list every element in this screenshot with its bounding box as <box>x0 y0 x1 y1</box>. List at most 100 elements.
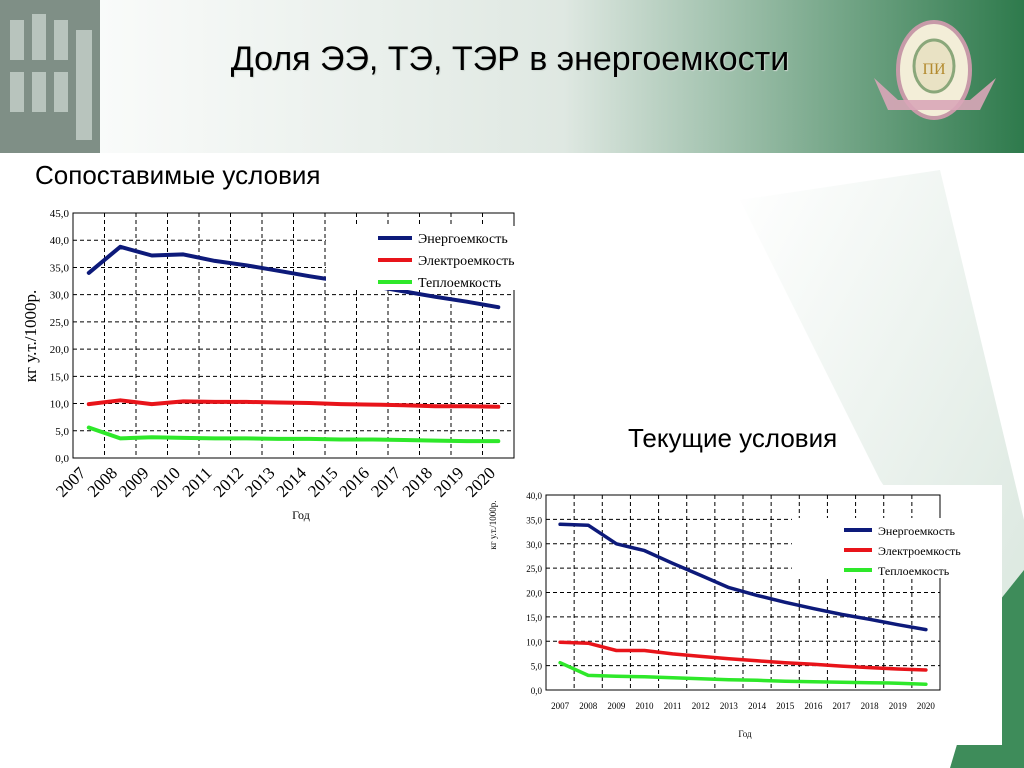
current-data-point <box>643 649 646 652</box>
slide-title: Доля ЭЭ, ТЭ, ТЭР в энергоемкости <box>230 40 790 78</box>
current-data-point <box>559 641 561 644</box>
current-y-tick-label: 5,0 <box>531 662 543 672</box>
comparable-x-tick-label: 2017 <box>367 463 405 501</box>
comparable-data-point <box>402 404 405 406</box>
comparable-data-point <box>182 400 185 403</box>
current-data-point <box>587 642 590 644</box>
comparable-x-tick-label: 2011 <box>179 463 216 500</box>
current-series-line-1 <box>558 640 928 672</box>
chart-comparable: 0,0 5,0 10,0 15,0 20,0 25,0 30,0 35,0 40,0 45,0 20… <box>21 208 522 522</box>
current-data-point <box>925 628 927 631</box>
current-data-point <box>812 663 815 665</box>
chart-current: 0,0 5,0 10,0 15,0 20,0 25,0 30,0 35,0 40,0 2007 20… <box>484 485 1002 745</box>
subtitle-current: Текущие условия <box>628 423 838 453</box>
comparable-data-point <box>213 437 216 440</box>
comparable-data-point <box>402 439 405 441</box>
comparable-data-point <box>182 253 185 256</box>
current-x-axis-label: Год <box>738 729 752 739</box>
comparable-y-tick-label: 35,0 <box>50 262 70 274</box>
comparable-x-tick-label: 2013 <box>241 463 278 500</box>
comparable-data-point <box>308 402 311 404</box>
current-y-tick-label: 30,0 <box>526 540 542 550</box>
comparable-data-point <box>465 405 468 408</box>
comparable-data-point <box>150 254 153 257</box>
current-data-point <box>840 681 843 683</box>
comparable-legend-label: Энергоемкость <box>418 232 508 247</box>
current-data-point <box>784 680 787 683</box>
comparable-data-point <box>434 296 437 298</box>
comparable-data-point <box>276 269 279 272</box>
comparable-legend-label: Теплоемкость <box>418 276 501 291</box>
comparable-x-tick-label: 2014 <box>273 463 311 501</box>
comparable-data-point <box>339 403 342 405</box>
comparable-y-tick-label: 5,0 <box>55 426 69 438</box>
building-photo-detail <box>10 14 92 140</box>
comparable-data-point <box>150 436 153 439</box>
current-legend-box <box>792 518 992 578</box>
current-x-tick-label: 2009 <box>607 701 626 711</box>
svg-text:ПИ: ПИ <box>922 61 946 78</box>
current-legend-label: Электроемкость <box>878 544 961 558</box>
comparable-data-point <box>402 290 405 293</box>
current-y-tick-label: 35,0 <box>526 515 542 525</box>
current-plot-frame <box>545 494 941 691</box>
current-data-point <box>559 523 561 526</box>
comparable-x-tick-label: 2016 <box>336 463 373 500</box>
current-data-point <box>868 618 871 621</box>
current-data-point <box>756 679 758 682</box>
comparable-x-tick-label: 2009 <box>115 463 152 500</box>
current-series-line-0 <box>558 522 928 632</box>
current-y-tick-label: 15,0 <box>526 613 542 623</box>
comparable-legend-box <box>326 226 522 290</box>
current-data-point <box>643 676 646 678</box>
current-series-line-2 <box>558 660 928 686</box>
current-legend-label: Энергоемкость <box>878 524 955 538</box>
comparable-data-point <box>245 264 248 267</box>
current-data-point <box>699 655 702 658</box>
subtitle-comparable: Сопоставимые условия <box>35 160 321 190</box>
comparable-data-point <box>276 438 279 440</box>
current-data-point <box>925 683 927 685</box>
comparable-data-point <box>308 438 311 440</box>
current-data-point <box>896 682 899 684</box>
comparable-data-point <box>465 300 468 303</box>
current-data-point <box>812 680 815 683</box>
current-data-point <box>671 653 674 655</box>
comparable-data-point <box>119 437 122 440</box>
current-data-point <box>615 542 618 545</box>
current-data-point <box>671 562 674 565</box>
comparable-data-point <box>245 437 248 440</box>
current-x-tick-label: 2017 <box>833 701 852 711</box>
current-data-point <box>756 659 758 662</box>
comparable-data-point <box>276 401 279 404</box>
header-band <box>0 0 1024 153</box>
comparable-y-tick-label: 45,0 <box>50 208 70 220</box>
current-data-point <box>756 594 758 597</box>
current-data-point <box>559 661 561 664</box>
current-x-tick-label: 2010 <box>636 701 655 711</box>
current-data-point <box>840 613 843 616</box>
comparable-data-point <box>497 440 500 442</box>
current-data-point <box>896 623 899 626</box>
comparable-data-point <box>308 275 311 277</box>
current-y-tick-label: 40,0 <box>526 491 542 501</box>
current-data-point <box>615 675 618 678</box>
comparable-data-point <box>339 438 342 441</box>
comparable-x-tick-label: 2015 <box>304 463 341 500</box>
comparable-y-axis-label: кг у.т./1000р. <box>21 290 40 382</box>
current-x-tick-label: 2016 <box>804 701 823 711</box>
comparable-series-line-0 <box>86 244 501 310</box>
current-data-point <box>728 586 730 589</box>
current-y-tick-label: 10,0 <box>526 637 542 647</box>
current-data-point <box>784 661 787 664</box>
current-data-point <box>587 524 590 527</box>
current-data-point <box>784 601 787 604</box>
comparable-series-line-1 <box>86 398 501 409</box>
comparable-data-point <box>87 426 90 429</box>
current-x-tick-label: 2018 <box>861 701 880 711</box>
comparable-data-point <box>497 306 500 308</box>
comparable-y-tick-label: 25,0 <box>50 317 70 329</box>
comparable-data-point <box>371 403 374 406</box>
current-x-tick-label: 2020 <box>917 701 936 711</box>
current-data-point <box>728 658 730 660</box>
